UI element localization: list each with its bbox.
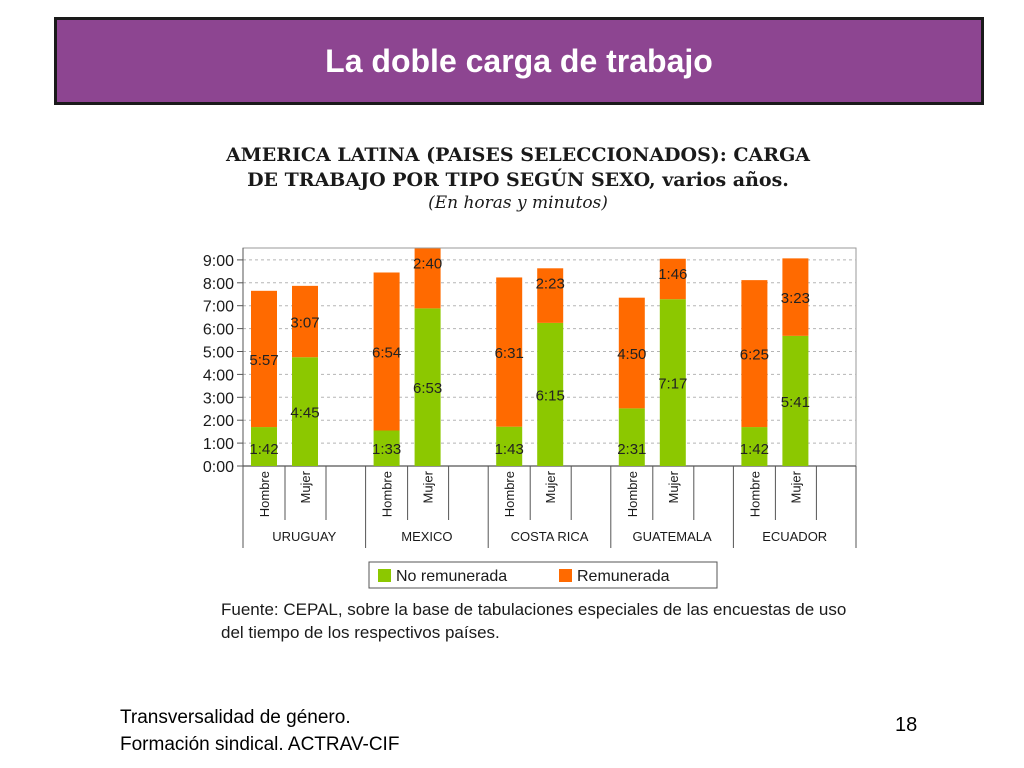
y-tick-label: 0:00	[203, 459, 234, 476]
data-label-remunerada: 6:54	[372, 345, 401, 362]
footer-text: Transversalidad de género. Formación sin…	[120, 704, 399, 758]
data-label-no-remunerada: 1:42	[249, 441, 278, 458]
bar-no-remunerada	[618, 408, 645, 466]
data-label-remunerada: 4:50	[617, 346, 646, 363]
sex-label: Mujer	[298, 470, 313, 503]
sex-label: Hombre	[747, 471, 762, 517]
bar-remunerada	[414, 248, 441, 309]
sex-label: Mujer	[788, 470, 803, 503]
bar-no-remunerada	[373, 430, 400, 466]
bar-no-remunerada	[659, 299, 686, 466]
sex-label: Mujer	[421, 470, 436, 503]
y-tick-label: 2:00	[203, 413, 234, 430]
bar-remunerada	[292, 285, 318, 358]
data-label-remunerada: 5:57	[249, 352, 278, 369]
country-label: COSTA RICA	[511, 529, 589, 544]
bar-no-remunerada	[741, 427, 768, 466]
data-label-remunerada: 3:23	[781, 290, 810, 307]
bar-remunerada	[618, 297, 645, 409]
data-label-no-remunerada: 2:31	[617, 441, 646, 458]
bar-remunerada	[782, 258, 809, 336]
bar-no-remunerada	[496, 426, 523, 466]
sex-label: Hombre	[625, 471, 640, 517]
bar-remunerada	[741, 280, 768, 428]
chart-title-line1: AMERICA LATINA (PAISES SELECCIONADOS): C…	[225, 144, 811, 166]
data-label-no-remunerada: 1:43	[495, 441, 524, 458]
data-label-remunerada: 2:23	[536, 275, 565, 292]
data-label-no-remunerada: 4:45	[290, 405, 319, 422]
country-label: ECUADOR	[762, 529, 827, 544]
legend-swatch-remunerada	[559, 569, 572, 582]
data-label-remunerada: 6:25	[740, 347, 769, 364]
y-tick-label: 7:00	[203, 299, 234, 316]
sex-label: Hombre	[257, 471, 272, 517]
sex-label: Mujer	[666, 470, 681, 503]
data-label-no-remunerada: 1:33	[372, 441, 401, 458]
bar-remunerada	[496, 277, 523, 427]
slide-title: La doble carga de trabajo	[325, 42, 713, 79]
data-label-no-remunerada: 1:42	[740, 441, 769, 458]
legend-label-no_remunerada: No remunerada	[396, 568, 507, 585]
data-label-remunerada: 1:46	[658, 266, 687, 283]
bar-remunerada	[251, 290, 277, 428]
legend-box	[368, 561, 718, 589]
footer-line-1: Transversalidad de género.	[120, 707, 351, 728]
bar-no-remunerada	[782, 335, 809, 466]
footer-line-2: Formación sindical. ACTRAV-CIF	[120, 734, 400, 755]
chart-title: AMERICA LATINA (PAISES SELECCIONADOS): C…	[150, 143, 886, 193]
source-note: Fuente: CEPAL, sobre la base de tabulaci…	[221, 600, 847, 642]
data-label-remunerada: 2:40	[413, 255, 442, 272]
bar-no-remunerada	[537, 322, 564, 466]
y-tick-label: 8:00	[203, 276, 234, 293]
sex-label: Hombre	[380, 471, 395, 517]
y-tick-label: 9:00	[203, 253, 234, 270]
y-tick-label: 5:00	[203, 345, 234, 362]
country-label: URUGUAY	[272, 529, 336, 544]
page-number: 18	[895, 714, 918, 736]
data-label-no-remunerada: 7:17	[658, 376, 687, 393]
bar-no-remunerada	[292, 357, 318, 466]
bar-remunerada	[373, 272, 400, 431]
data-label-no-remunerada: 6:15	[536, 387, 565, 404]
legend-swatch-no_remunerada	[378, 569, 391, 582]
bar-remunerada	[659, 258, 686, 300]
sex-label: Mujer	[543, 470, 558, 503]
chart-title-line2: DE TRABAJO POR TIPO SEGÚN SEXO, varios a…	[247, 169, 789, 191]
y-tick-label: 1:00	[203, 436, 234, 453]
country-label: MEXICO	[401, 529, 452, 544]
bar-no-remunerada	[414, 308, 441, 466]
data-label-remunerada: 6:31	[495, 345, 524, 362]
title-banner: La doble carga de trabajo	[54, 17, 984, 105]
legend-label-remunerada: Remunerada	[577, 568, 670, 585]
y-tick-label: 3:00	[203, 390, 234, 407]
bar-no-remunerada	[251, 427, 277, 466]
data-label-remunerada: 3:07	[290, 315, 319, 332]
sex-label: Hombre	[502, 471, 517, 517]
country-label: GUATEMALA	[632, 529, 712, 544]
chart-subtitle: (En horas y minutos)	[428, 193, 608, 213]
data-label-no-remunerada: 5:41	[781, 394, 810, 411]
bar-remunerada	[537, 268, 564, 323]
y-tick-label: 6:00	[203, 322, 234, 339]
y-tick-label: 4:00	[203, 367, 234, 384]
data-label-no-remunerada: 6:53	[413, 380, 442, 397]
